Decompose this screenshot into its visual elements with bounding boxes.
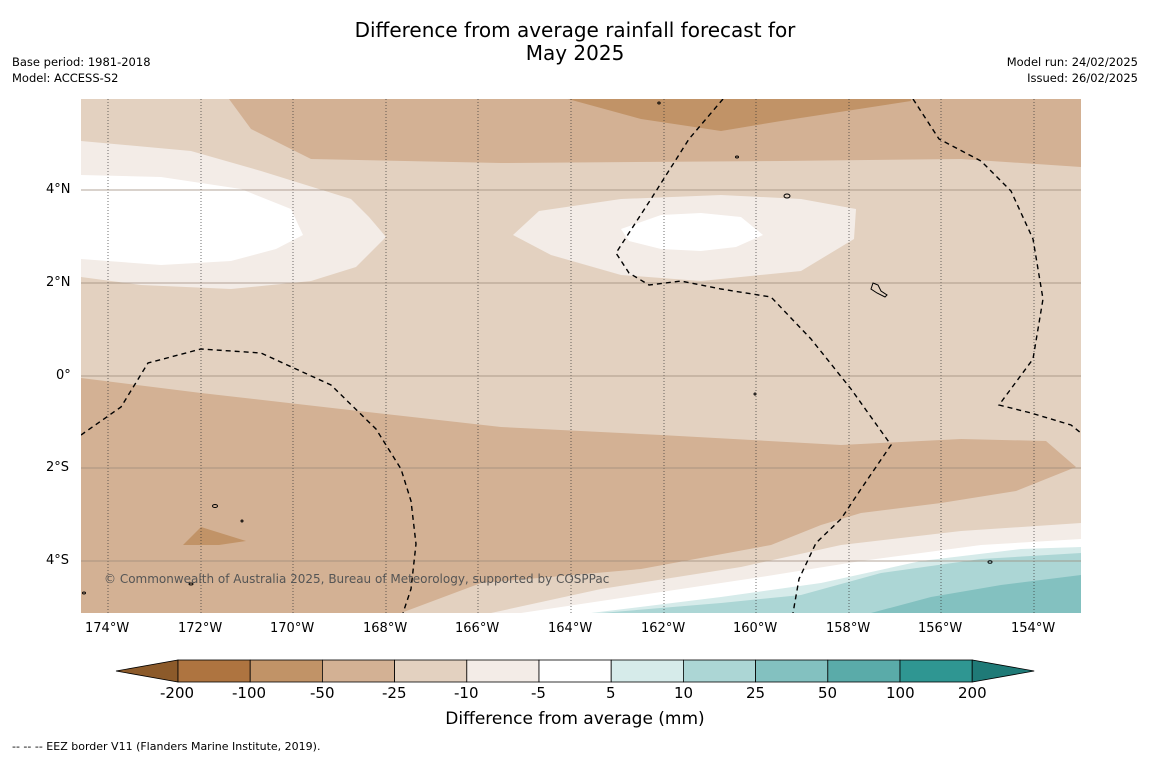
band-minus50-south	[81, 378, 1076, 613]
colorbar-cell	[466, 659, 540, 683]
lon-label-164w: 164°W	[548, 621, 593, 636]
cb-tick-minus5: -5	[531, 684, 546, 702]
cb-tick-100: 100	[886, 684, 915, 702]
band-minus100-north	[568, 99, 911, 131]
band-minus5-central	[621, 213, 763, 251]
eez-borders	[81, 99, 1081, 613]
colorbar-cell	[610, 659, 684, 683]
cb-tick-minus10: -10	[454, 684, 479, 702]
latitude-gridlines	[81, 189, 1081, 562]
colorbar-cell	[249, 659, 323, 683]
cb-tick-200: 200	[958, 684, 987, 702]
meta-right: Model run: 24/02/2025 Issued: 26/02/2025	[1007, 54, 1138, 86]
colorbar-cell	[538, 659, 612, 683]
meta-left: Base period: 1981-2018 Model: ACCESS-S2	[12, 54, 151, 86]
cb-tick-minus100: -100	[232, 684, 267, 702]
model-name: Model: ACCESS-S2	[12, 71, 119, 85]
base-period: Base period: 1981-2018	[12, 55, 151, 69]
eez-legend-note: -- -- -- EEZ border V11 (Flanders Marine…	[12, 740, 321, 753]
colorbar-cell	[827, 659, 901, 683]
title-line-2: May 2025	[525, 41, 625, 65]
colorbar-cell	[755, 659, 829, 683]
cb-tick-50: 50	[818, 684, 838, 702]
cb-tick-5: 5	[606, 684, 616, 702]
colorbar-cell	[683, 659, 757, 683]
title-line-1: Difference from average rainfall forecas…	[354, 18, 796, 42]
colorbar-cell	[394, 659, 468, 683]
lon-label-156w: 156°W	[918, 621, 963, 636]
colorbar-cell	[899, 659, 973, 683]
rainfall-map	[81, 99, 1081, 613]
colorbar-title: Difference from average (mm)	[445, 709, 705, 729]
colorbar-cell	[177, 659, 251, 683]
map-title: Difference from average rainfall forecas…	[0, 19, 1150, 65]
colorbar-extend-low	[115, 659, 179, 683]
cb-tick-minus25: -25	[382, 684, 407, 702]
lon-label-166w: 166°W	[455, 621, 500, 636]
lon-label-174w: 174°W	[85, 621, 130, 636]
lon-label-168w: 168°W	[363, 621, 408, 636]
band-minus100-south	[183, 527, 246, 545]
lon-label-170w: 170°W	[270, 621, 315, 636]
lat-label-2n: 2°N	[46, 275, 71, 290]
lon-label-154w: 154°W	[1011, 621, 1056, 636]
lon-label-172w: 172°W	[178, 621, 223, 636]
cb-tick-25: 25	[746, 684, 766, 702]
islands	[82, 101, 993, 595]
lon-label-162w: 162°W	[641, 621, 686, 636]
colorbar-extend-high	[971, 659, 1035, 683]
lon-label-160w: 160°W	[733, 621, 778, 636]
lon-label-158w: 158°W	[826, 621, 871, 636]
band-minus5-west	[81, 175, 303, 265]
model-run: Model run: 24/02/2025	[1006, 55, 1138, 69]
colorbar-cell	[321, 659, 395, 683]
band-25-50	[871, 575, 1081, 613]
band-minus50-north	[229, 99, 1081, 167]
cb-tick-minus200: -200	[160, 684, 195, 702]
lat-label-4n: 4°N	[46, 182, 71, 197]
lat-label-2s: 2°S	[46, 460, 70, 475]
colorbar	[115, 659, 1035, 683]
lat-label-4s: 4°S	[46, 553, 70, 568]
cb-tick-10: 10	[674, 684, 694, 702]
lat-label-eq: 0°	[56, 368, 71, 383]
copyright-notice: © Commonwealth of Australia 2025, Bureau…	[104, 572, 610, 586]
issued-date: Issued: 26/02/2025	[1027, 71, 1138, 85]
cb-tick-minus50: -50	[310, 684, 335, 702]
